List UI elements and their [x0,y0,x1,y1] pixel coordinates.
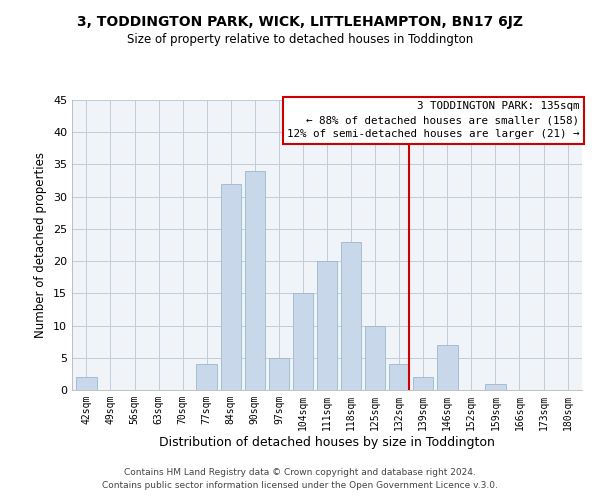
Bar [269,358,289,390]
Text: 3, TODDINGTON PARK, WICK, LITTLEHAMPTON, BN17 6JZ: 3, TODDINGTON PARK, WICK, LITTLEHAMPTON,… [77,15,523,29]
Bar [437,345,458,390]
Bar [76,377,97,390]
Bar [245,171,265,390]
Text: 3 TODDINGTON PARK: 135sqm
← 88% of detached houses are smaller (158)
12% of semi: 3 TODDINGTON PARK: 135sqm ← 88% of detac… [287,102,580,140]
Y-axis label: Number of detached properties: Number of detached properties [34,152,47,338]
Bar [317,261,337,390]
Bar [196,364,217,390]
Bar [221,184,241,390]
Bar [389,364,409,390]
Bar [413,377,433,390]
Bar [341,242,361,390]
Bar [293,294,313,390]
X-axis label: Distribution of detached houses by size in Toddington: Distribution of detached houses by size … [159,436,495,448]
Bar [365,326,385,390]
Bar [485,384,506,390]
Text: Size of property relative to detached houses in Toddington: Size of property relative to detached ho… [127,32,473,46]
Text: Contains HM Land Registry data © Crown copyright and database right 2024.
Contai: Contains HM Land Registry data © Crown c… [102,468,498,490]
